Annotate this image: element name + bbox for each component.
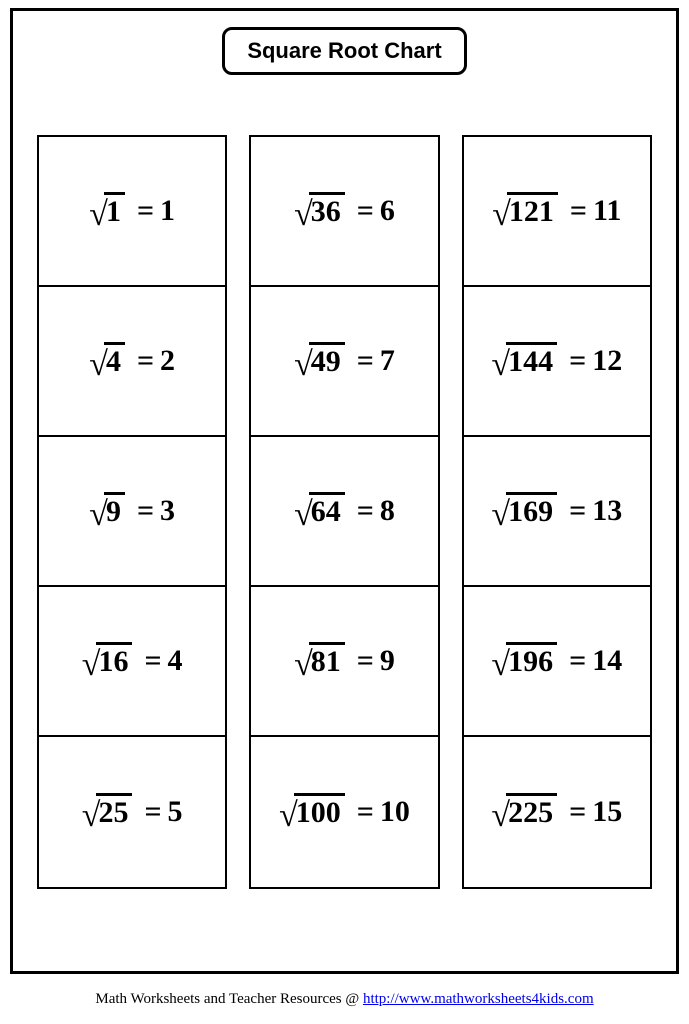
sqrt-expression: √121=11 — [492, 192, 621, 230]
table-row: √225=15 — [464, 737, 650, 887]
result: 1 — [160, 194, 175, 228]
radicand: 64 — [309, 492, 345, 530]
sqrt-expression: √9=3 — [89, 492, 175, 530]
result: 14 — [592, 644, 622, 678]
radicand: 81 — [309, 642, 345, 680]
sqrt-expression: √4=2 — [89, 342, 175, 380]
radical-icon: √ — [82, 648, 101, 682]
table-row: √121=11 — [464, 137, 650, 287]
result: 13 — [592, 494, 622, 528]
radical-icon: √ — [491, 648, 510, 682]
sqrt-expression: √81=9 — [294, 642, 395, 680]
radicand: 169 — [506, 492, 557, 530]
radicand: 36 — [309, 192, 345, 230]
result: 8 — [380, 494, 395, 528]
radical-icon: √ — [89, 498, 108, 532]
table-row: √36=6 — [251, 137, 437, 287]
result: 5 — [168, 795, 183, 829]
result: 7 — [380, 344, 395, 378]
worksheet-page: Square Root Chart √1=1 √4=2 √9=3 √16=4 √… — [10, 8, 679, 974]
table-row: √25=5 — [39, 737, 225, 887]
table-row: √49=7 — [251, 287, 437, 437]
result: 4 — [168, 644, 183, 678]
sqrt-expression: √64=8 — [294, 492, 395, 530]
radicand: 144 — [506, 342, 557, 380]
page-title: Square Root Chart — [247, 38, 441, 63]
radicand: 225 — [506, 793, 557, 831]
title-box: Square Root Chart — [222, 27, 466, 75]
column-1: √1=1 √4=2 √9=3 √16=4 √25=5 — [37, 135, 227, 889]
table-row: √81=9 — [251, 587, 437, 737]
result: 6 — [380, 194, 395, 228]
footer-link[interactable]: http://www.mathworksheets4kids.com — [363, 991, 594, 1007]
table-row: √144=12 — [464, 287, 650, 437]
table-row: √64=8 — [251, 437, 437, 587]
sqrt-expression: √1=1 — [89, 192, 175, 230]
chart-columns: √1=1 √4=2 √9=3 √16=4 √25=5 √36=6 √49=7 √… — [37, 135, 652, 889]
radicand: 25 — [96, 793, 132, 831]
table-row: √1=1 — [39, 137, 225, 287]
radicand: 16 — [96, 642, 132, 680]
radical-icon: √ — [492, 198, 511, 232]
radical-icon: √ — [491, 799, 510, 833]
radical-icon: √ — [89, 198, 108, 232]
table-row: √16=4 — [39, 587, 225, 737]
footer: Math Worksheets and Teacher Resources @ … — [0, 991, 689, 1008]
radical-icon: √ — [491, 498, 510, 532]
radical-icon: √ — [294, 348, 313, 382]
radical-icon: √ — [89, 348, 108, 382]
radicand: 100 — [294, 793, 345, 831]
table-row: √100=10 — [251, 737, 437, 887]
column-2: √36=6 √49=7 √64=8 √81=9 √100=10 — [249, 135, 439, 889]
table-row: √4=2 — [39, 287, 225, 437]
radicand: 196 — [506, 642, 557, 680]
result: 10 — [380, 795, 410, 829]
sqrt-expression: √196=14 — [491, 642, 622, 680]
radical-icon: √ — [294, 198, 313, 232]
footer-text: Math Worksheets and Teacher Resources @ — [95, 991, 363, 1007]
sqrt-expression: √169=13 — [491, 492, 622, 530]
column-3: √121=11 √144=12 √169=13 √196=14 √225=15 — [462, 135, 652, 889]
radical-icon: √ — [294, 498, 313, 532]
radical-icon: √ — [279, 799, 298, 833]
sqrt-expression: √25=5 — [82, 793, 183, 831]
sqrt-expression: √16=4 — [82, 642, 183, 680]
sqrt-expression: √100=10 — [279, 793, 410, 831]
radical-icon: √ — [294, 648, 313, 682]
table-row: √9=3 — [39, 437, 225, 587]
table-row: √169=13 — [464, 437, 650, 587]
result: 2 — [160, 344, 175, 378]
radicand: 49 — [309, 342, 345, 380]
result: 11 — [593, 194, 621, 228]
radicand: 121 — [507, 192, 558, 230]
sqrt-expression: √49=7 — [294, 342, 395, 380]
sqrt-expression: √225=15 — [491, 793, 622, 831]
sqrt-expression: √36=6 — [294, 192, 395, 230]
radical-icon: √ — [491, 348, 510, 382]
result: 3 — [160, 494, 175, 528]
sqrt-expression: √144=12 — [491, 342, 622, 380]
result: 9 — [380, 644, 395, 678]
result: 12 — [592, 344, 622, 378]
result: 15 — [592, 795, 622, 829]
table-row: √196=14 — [464, 587, 650, 737]
radical-icon: √ — [82, 799, 101, 833]
